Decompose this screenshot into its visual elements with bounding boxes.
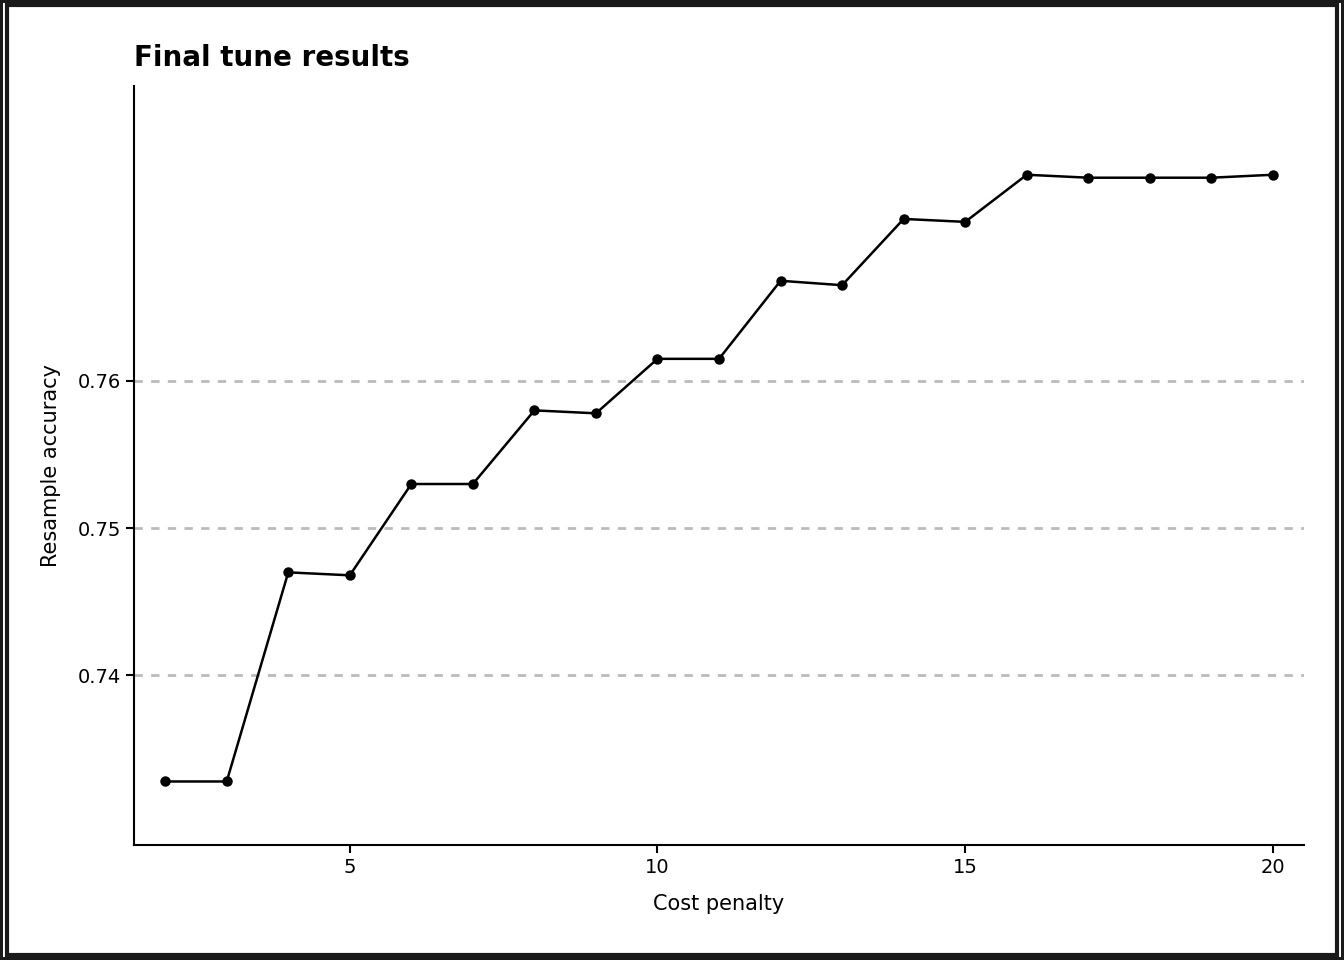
Text: Final tune results: Final tune results	[134, 43, 410, 72]
X-axis label: Cost penalty: Cost penalty	[653, 894, 785, 914]
Y-axis label: Resample accuracy: Resample accuracy	[42, 364, 62, 567]
